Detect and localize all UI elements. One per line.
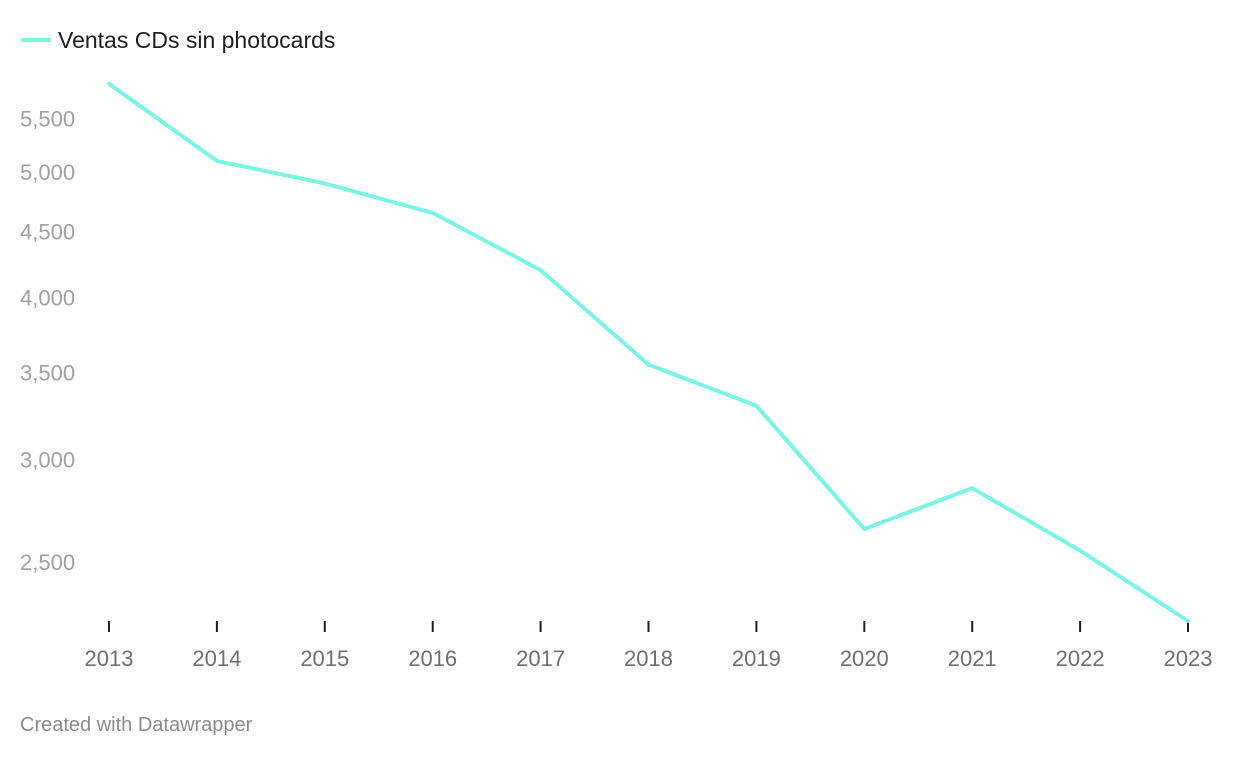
x-tick-label: 2013 [85,646,134,671]
y-tick-label: 4,500 [20,219,75,244]
y-axis: 2,500 3,000 3,500 4,000 4,500 5,000 5,500 [20,106,75,574]
legend: Ventas CDs sin photocards [21,27,335,53]
x-tick-label: 2014 [192,646,241,671]
x-tick-label: 2019 [732,646,781,671]
y-tick-label: 3,000 [20,447,75,472]
y-tick-label: 5,000 [20,160,75,185]
x-tick-label: 2020 [840,646,889,671]
y-tick-label: 5,500 [20,106,75,131]
x-tick-label: 2022 [1056,646,1105,671]
x-tick-label: 2016 [408,646,457,671]
x-tick-label: 2018 [624,646,673,671]
legend-label: Ventas CDs sin photocards [58,27,335,53]
x-axis: 2013 2014 2015 2016 2017 2018 2019 2020 2021 2022… [85,621,1213,671]
plot-area [107,81,1190,623]
x-tick-label: 2023 [1164,646,1213,671]
x-tick-label: 2015 [300,646,349,671]
y-tick-label: 4,000 [20,286,75,311]
x-tick-label: 2017 [516,646,565,671]
series-line [107,81,1190,623]
x-tick-label: 2021 [948,646,997,671]
footer-credit: Created with Datawrapper [20,714,253,736]
y-tick-label: 2,500 [20,550,75,575]
y-tick-label: 3,500 [20,361,75,386]
